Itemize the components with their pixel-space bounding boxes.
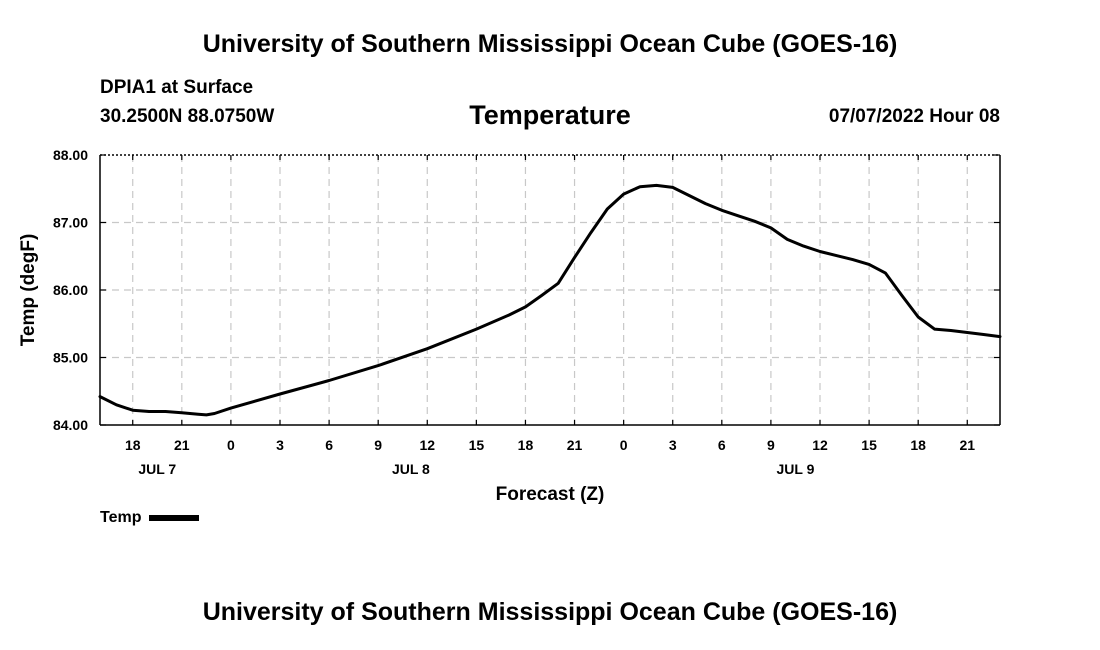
legend: Temp — [100, 509, 200, 527]
x-tick-label-5: 9 — [374, 437, 382, 453]
x-tick-label-15: 15 — [861, 437, 877, 453]
day-label-2: JUL 9 — [777, 461, 815, 477]
x-tick-label-9: 21 — [567, 437, 583, 453]
x-tick-label-13: 9 — [767, 437, 775, 453]
y-tick-label-0: 84.00 — [53, 417, 88, 433]
x-tick-label-7: 15 — [469, 437, 485, 453]
x-tick-label-1: 21 — [174, 437, 190, 453]
x-tick-label-6: 12 — [419, 437, 435, 453]
x-tick-label-0: 18 — [125, 437, 141, 453]
y-tick-label-4: 88.00 — [53, 147, 88, 163]
x-tick-label-12: 6 — [718, 437, 726, 453]
datetime-label: 07/07/2022 Hour 08 — [828, 106, 1000, 127]
x-tick-label-10: 0 — [620, 437, 628, 453]
station-label: DPIA1 at Surface — [100, 77, 254, 98]
coordinates-label: 30.2500N 88.0750W — [100, 106, 275, 127]
series-line-temp — [98, 183, 1002, 417]
x-tick-label-11: 3 — [669, 437, 677, 453]
chart-title-bottom: University of Southern Mississippi Ocean… — [202, 598, 898, 626]
x-tick-label-16: 18 — [910, 437, 926, 453]
x-tick-label-14: 12 — [812, 437, 828, 453]
x-tick-label-2: 0 — [227, 437, 235, 453]
y-tick-label-3: 87.00 — [53, 215, 88, 231]
x-tick-label-3: 3 — [276, 437, 284, 453]
legend-label: Temp — [100, 509, 142, 526]
y-tick-label-2: 86.00 — [53, 282, 88, 298]
x-axis-title: Forecast (Z) — [496, 484, 605, 505]
legend-line-swatch — [149, 515, 200, 521]
x-tick-label-17: 21 — [959, 437, 975, 453]
x-tick-label-8: 18 — [518, 437, 534, 453]
y-tick-label-1: 85.00 — [53, 350, 88, 366]
day-label-1: JUL 8 — [392, 461, 430, 477]
variable-title: Temperature — [469, 100, 631, 130]
y-axis-title: Temp (degF) — [18, 234, 39, 347]
chart-title-top: University of Southern Mississippi Ocean… — [202, 30, 898, 58]
x-tick-label-4: 6 — [325, 437, 333, 453]
day-label-0: JUL 7 — [138, 461, 176, 477]
